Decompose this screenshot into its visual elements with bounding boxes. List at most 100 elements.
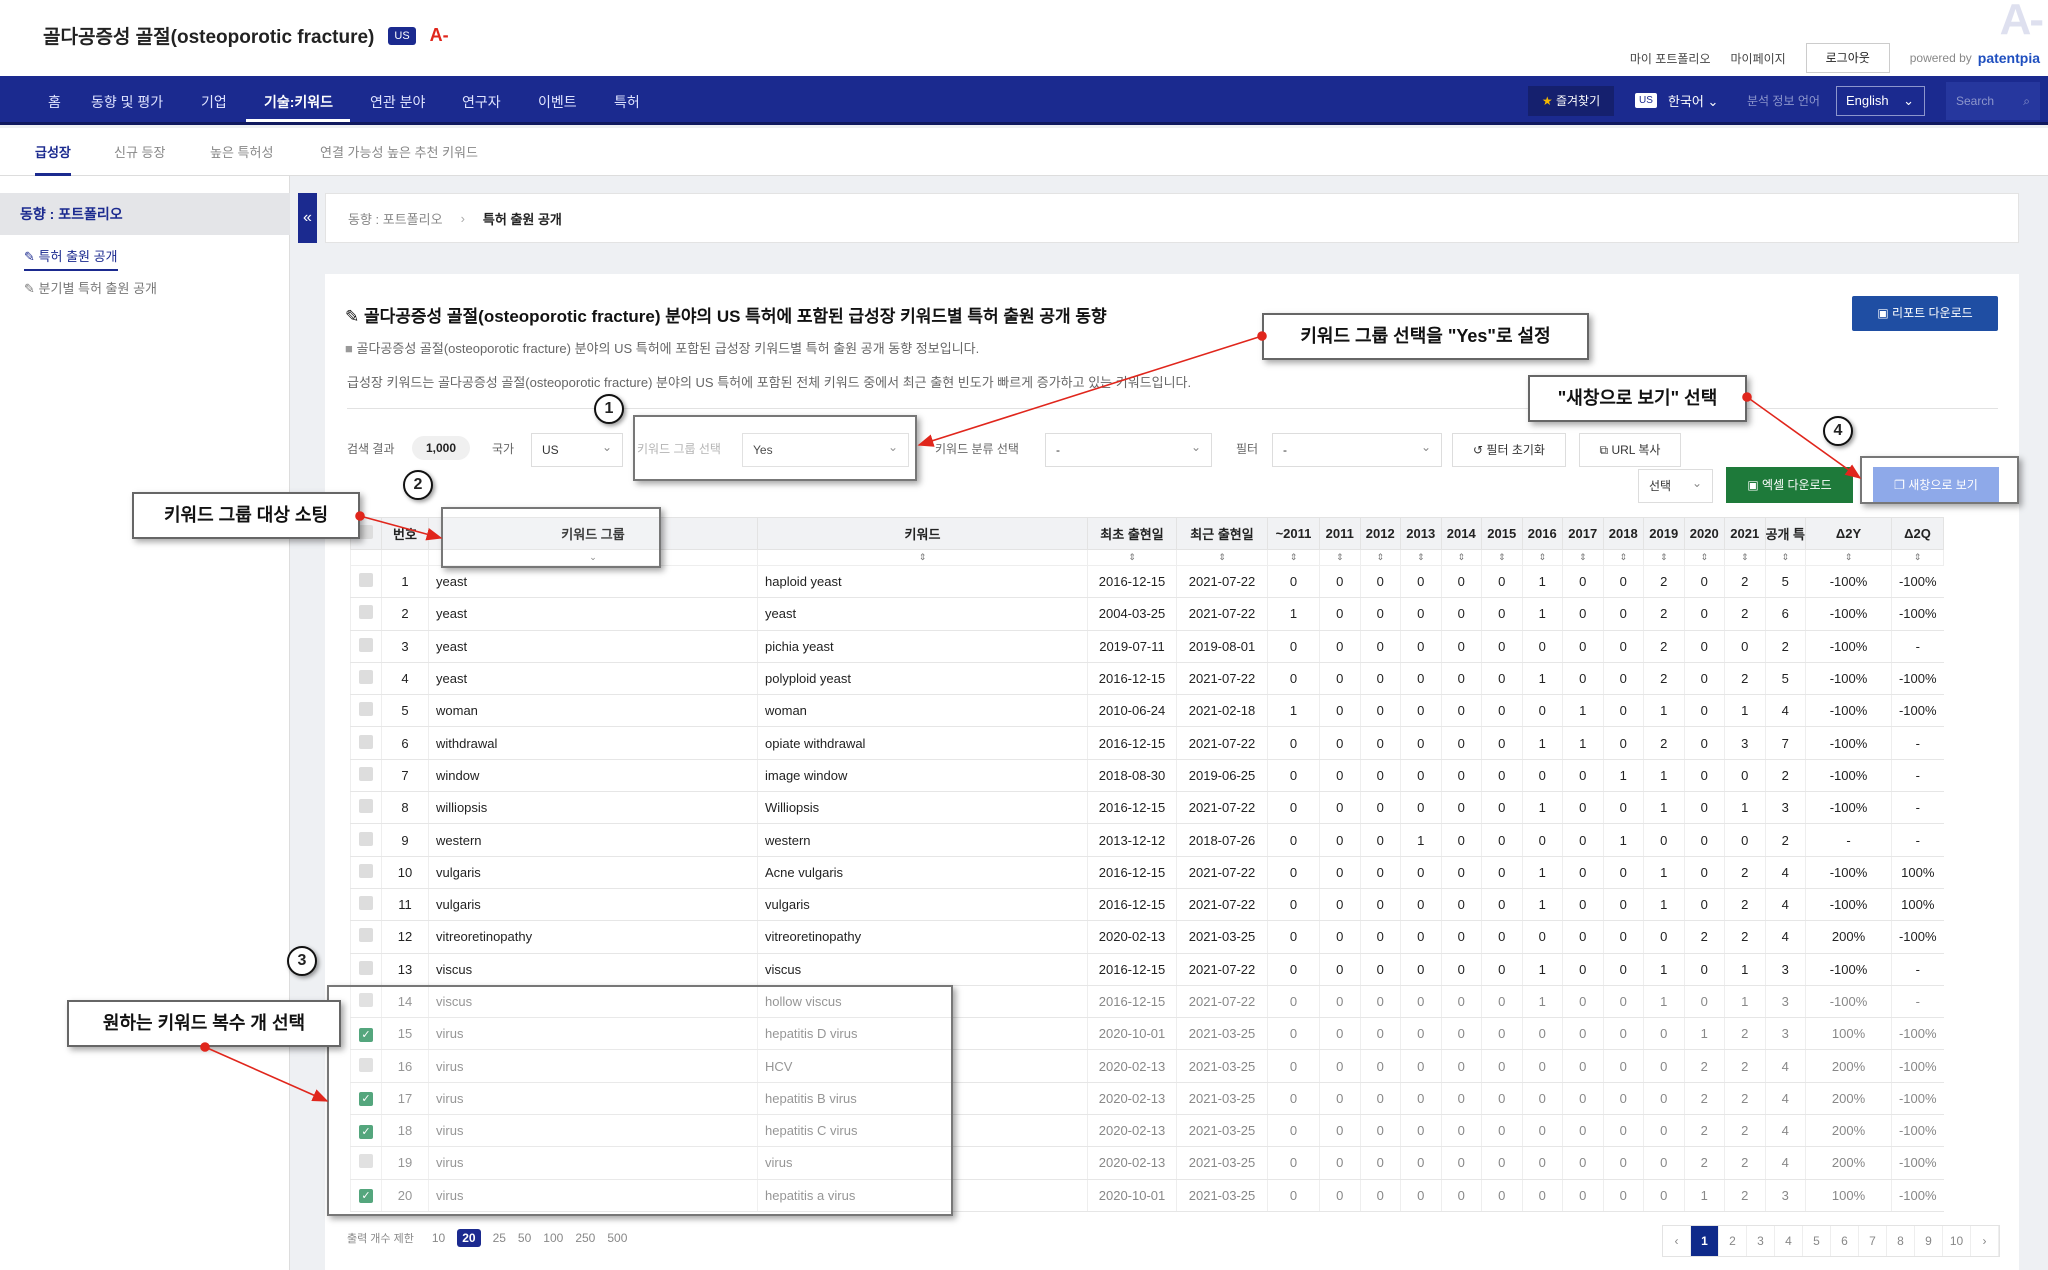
row-checkbox[interactable] (350, 597, 382, 631)
row-checkbox[interactable] (350, 953, 382, 986)
column-header[interactable]: 키워드 그룹 (428, 517, 758, 550)
output-limit-option[interactable]: 25 (492, 1231, 506, 1245)
cell-keyword[interactable]: western (757, 823, 1088, 857)
favorites-button[interactable]: ★ 즐겨찾기 (1528, 86, 1614, 116)
column-header[interactable]: 2015 (1481, 517, 1523, 550)
cell-keyword[interactable]: opiate withdrawal (757, 726, 1088, 760)
cell-keyword[interactable]: haploid yeast (757, 565, 1088, 599)
cell-keyword[interactable]: pichia yeast (757, 630, 1088, 663)
keyword-class-select[interactable]: - (1045, 431, 1212, 467)
row-checkbox[interactable] (350, 823, 382, 857)
table-row[interactable]: ✓ 15 virus hepatitis D virus 2020-10-01 2021-… (350, 1017, 1998, 1051)
row-checkbox[interactable] (350, 1146, 382, 1180)
page-button[interactable]: 5 (1803, 1226, 1831, 1256)
table-row[interactable]: 1 yeast haploid yeast 2016-12-15 2021-07-22 0… (350, 565, 1998, 599)
tab-high-patentability[interactable]: 높은 특허성 (210, 145, 274, 160)
page-button[interactable]: 10 (1943, 1226, 1971, 1256)
table-row[interactable]: 11 vulgaris vulgaris 2016-12-15 2021-07-22 0 0… (350, 888, 1998, 922)
sidebar-item-patent-publication[interactable]: ✎ 특허 출원 공개 (24, 246, 118, 271)
column-header[interactable]: 2017 (1562, 517, 1604, 550)
sidebar-section[interactable]: 동향 : 포트폴리오 (0, 193, 290, 235)
cell-keyword[interactable]: vulgaris (757, 888, 1088, 922)
sort-icon[interactable]: ⇕ (1643, 549, 1685, 566)
analysis-language-select[interactable]: English ⌄ (1836, 86, 1925, 116)
nav-trends[interactable]: 동향 및 평가 (91, 94, 164, 110)
row-checkbox[interactable] (350, 662, 382, 696)
cell-keyword[interactable]: hepatitis D virus (757, 1017, 1088, 1051)
sort-icon[interactable]: ⇕ (1359, 549, 1401, 566)
collapse-sidebar-button[interactable]: « (298, 193, 317, 243)
keyword-group-select[interactable]: Yes (742, 431, 909, 467)
report-download-button[interactable]: ▣ 리포트 다운로드 (1852, 296, 1998, 331)
column-header[interactable]: 2018 (1602, 517, 1644, 550)
table-row[interactable]: 10 vulgaris Acne vulgaris 2016-12-15 2021-07… (350, 856, 1998, 889)
sort-icon[interactable]: ⇕ (1400, 549, 1442, 566)
table-row[interactable]: 9 western western 2013-12-12 2018-07-26 0 0 0 1 0… (350, 823, 1998, 857)
row-checkbox[interactable]: ✓ (350, 1114, 382, 1148)
nav-company[interactable]: 기업 (201, 94, 227, 110)
sort-icon[interactable]: ⇕ (1521, 549, 1563, 566)
row-checkbox[interactable] (350, 1049, 382, 1083)
cell-keyword[interactable]: Williopsis (757, 791, 1088, 825)
search-icon[interactable]: ⌕ (2023, 94, 2030, 108)
nav-event[interactable]: 이벤트 (538, 94, 577, 110)
table-row[interactable]: 12 vitreoretinopathy vitreoretinopathy 2020… (350, 920, 1998, 954)
row-checkbox[interactable] (350, 985, 382, 1019)
nav-researcher[interactable]: 연구자 (462, 94, 501, 110)
output-limit-option[interactable]: 500 (607, 1231, 628, 1245)
logout-button[interactable]: 로그아웃 (1805, 43, 1890, 73)
column-header[interactable]: 2011 (1319, 517, 1361, 550)
row-checkbox[interactable] (350, 759, 382, 793)
row-checkbox[interactable] (350, 726, 382, 760)
row-checkbox[interactable]: ✓ (350, 1017, 382, 1051)
cell-keyword[interactable]: hollow viscus (757, 985, 1088, 1019)
column-header[interactable]: 2014 (1440, 517, 1482, 550)
sort-icon[interactable]: ⇕ (1562, 549, 1604, 566)
sort-icon[interactable]: ⇕ (1683, 549, 1725, 566)
column-header[interactable]: 최초 출현일 (1087, 517, 1177, 550)
row-checkbox[interactable] (350, 694, 382, 728)
sort-icon[interactable]: ⇕ (1891, 549, 1944, 566)
cell-keyword[interactable]: HCV (757, 1049, 1088, 1083)
table-row[interactable]: 19 virus virus 2020-02-13 2021-03-25 0 0 0 0 0 0 0 0… (350, 1146, 1998, 1180)
my-page-link[interactable]: 마이페이지 (1730, 51, 1786, 66)
sort-icon[interactable]: ⇕ (1319, 549, 1361, 566)
table-row[interactable]: 3 yeast pichia yeast 2019-07-11 2019-08-01 0 0… (350, 630, 1998, 663)
column-header[interactable]: ~2011 (1267, 517, 1320, 550)
sort-icon[interactable]: ⇕ (1440, 549, 1482, 566)
column-header[interactable]: Δ2Q (1891, 517, 1944, 550)
tab-recommended[interactable]: 연결 가능성 높은 추천 키워드 (320, 145, 478, 160)
page-button[interactable]: 9 (1915, 1226, 1943, 1256)
sort-icon[interactable]: ⇕ (1176, 549, 1268, 566)
nav-patent[interactable]: 특허 (614, 94, 640, 110)
table-row[interactable]: ✓ 20 virus hepatitis a virus 2020-10-01 2021-… (350, 1179, 1998, 1212)
column-header[interactable]: 2020 (1683, 517, 1725, 550)
prev-page-button[interactable]: ‹ (1663, 1226, 1691, 1256)
table-row[interactable]: ✓ 17 virus hepatitis B virus 2020-02-13 2021-… (350, 1082, 1998, 1116)
row-checkbox[interactable] (350, 630, 382, 663)
cell-keyword[interactable]: hepatitis C virus (757, 1114, 1088, 1148)
filter-select[interactable]: - (1272, 431, 1442, 467)
table-row[interactable]: 13 viscus viscus 2016-12-15 2021-07-22 0 0 0 0 0 0… (350, 953, 1998, 986)
row-checkbox[interactable]: ✓ (350, 1179, 382, 1212)
column-header[interactable]: 2019 (1643, 517, 1685, 550)
sort-icon[interactable]: ⇕ (1087, 549, 1177, 566)
table-row[interactable]: ✓ 18 virus hepatitis C virus 2020-02-13 2021-… (350, 1114, 1998, 1148)
sort-icon[interactable]: ⇕ (1805, 549, 1892, 566)
sort-icon[interactable]: ⇕ (1764, 549, 1806, 566)
column-header[interactable]: 키워드 (757, 517, 1088, 550)
row-checkbox[interactable] (350, 565, 382, 599)
output-limit-option[interactable]: 10 (431, 1231, 446, 1245)
row-checkbox[interactable] (350, 856, 382, 889)
row-checkbox[interactable]: ✓ (350, 1082, 382, 1116)
table-row[interactable]: 4 yeast polyploid yeast 2016-12-15 2021-07-2… (350, 662, 1998, 696)
tab-new[interactable]: 신규 등장 (114, 145, 166, 160)
cell-keyword[interactable]: Acne vulgaris (757, 856, 1088, 889)
column-header[interactable]: 2021 (1724, 517, 1766, 550)
cell-keyword[interactable]: vitreoretinopathy (757, 920, 1088, 954)
page-button[interactable]: 2 (1719, 1226, 1747, 1256)
output-limit-option[interactable]: 20 (457, 1229, 481, 1247)
url-copy-button[interactable]: ⧉ URL 복사 (1579, 433, 1681, 467)
cell-keyword[interactable]: polyploid yeast (757, 662, 1088, 696)
cell-keyword[interactable]: hepatitis a virus (757, 1179, 1088, 1212)
